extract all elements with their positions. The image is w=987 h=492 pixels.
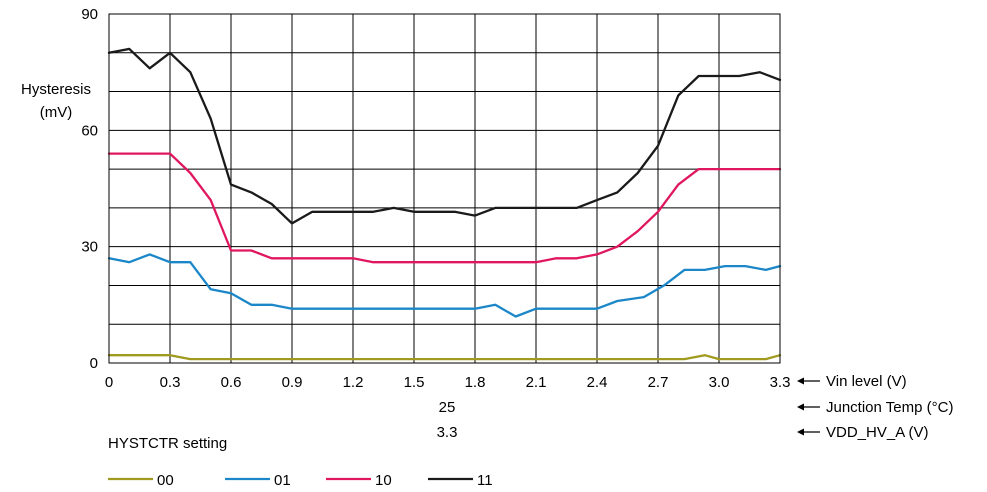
legend-title: HYSTCTR setting (108, 435, 227, 452)
left-arrow-icon (797, 377, 804, 385)
series-lines (107, 47, 782, 361)
x-tick-label: 0 (105, 374, 113, 391)
legend-item-00: 00 (108, 472, 174, 489)
y-tick-label: 0 (90, 355, 98, 372)
x-tick-label: 2.1 (526, 374, 547, 391)
x-tick-labels: 0 0.3 0.6 0.9 1.2 1.5 1.8 2.1 2.4 2.7 3.0 3.3 (105, 374, 791, 391)
legend-item-11: 11 (428, 472, 493, 489)
y-tick-label: 30 (81, 239, 98, 256)
y-tick-labels: 0 30 60 90 (81, 6, 98, 372)
temp-axis-label: Junction Temp (°C) (826, 399, 953, 416)
legend-item-10: 10 (326, 472, 392, 489)
vdd-value: 3.3 (437, 424, 458, 441)
left-arrow-icon (797, 403, 804, 411)
series-line-11 (107, 47, 782, 225)
legend-item-01: 01 (225, 472, 291, 489)
plot-frame (108, 13, 781, 364)
vdd-axis-pointer: VDD_HV_A (V) (797, 424, 929, 441)
series-line-01 (107, 253, 782, 318)
x-tick-label: 1.8 (465, 374, 486, 391)
x-tick-label: 3.3 (770, 374, 791, 391)
legend-label: 11 (477, 472, 493, 489)
x-tick-label: 2.7 (648, 374, 669, 391)
y-axis-label-line2: (mV) (40, 104, 73, 121)
junction-temp-value: 25 (439, 399, 456, 416)
x-tick-label: 1.2 (343, 374, 364, 391)
series-line-10 (107, 152, 782, 264)
series-line-00 (107, 354, 782, 361)
legend-label: 00 (157, 472, 174, 489)
legend-label: 10 (375, 472, 392, 489)
y-axis-label-line1: Hysteresis (21, 81, 91, 98)
legend: 00 01 10 11 (108, 472, 493, 489)
left-arrow-icon (797, 428, 804, 436)
vdd-axis-label: VDD_HV_A (V) (826, 424, 929, 441)
x-tick-label: 0.9 (282, 374, 303, 391)
x-tick-label: 2.4 (587, 374, 608, 391)
y-tick-label: 90 (81, 6, 98, 23)
vin-axis-pointer: Vin level (V) (797, 373, 907, 390)
x-tick-label: 0.6 (221, 374, 242, 391)
y-tick-label: 60 (81, 122, 98, 139)
vin-axis-label: Vin level (V) (826, 373, 907, 390)
x-tick-label: 3.0 (709, 374, 730, 391)
temp-axis-pointer: Junction Temp (°C) (797, 399, 953, 416)
grid-lines (109, 14, 780, 363)
x-tick-label: 0.3 (160, 374, 181, 391)
x-tick-label: 1.5 (404, 374, 425, 391)
legend-label: 01 (274, 472, 291, 489)
